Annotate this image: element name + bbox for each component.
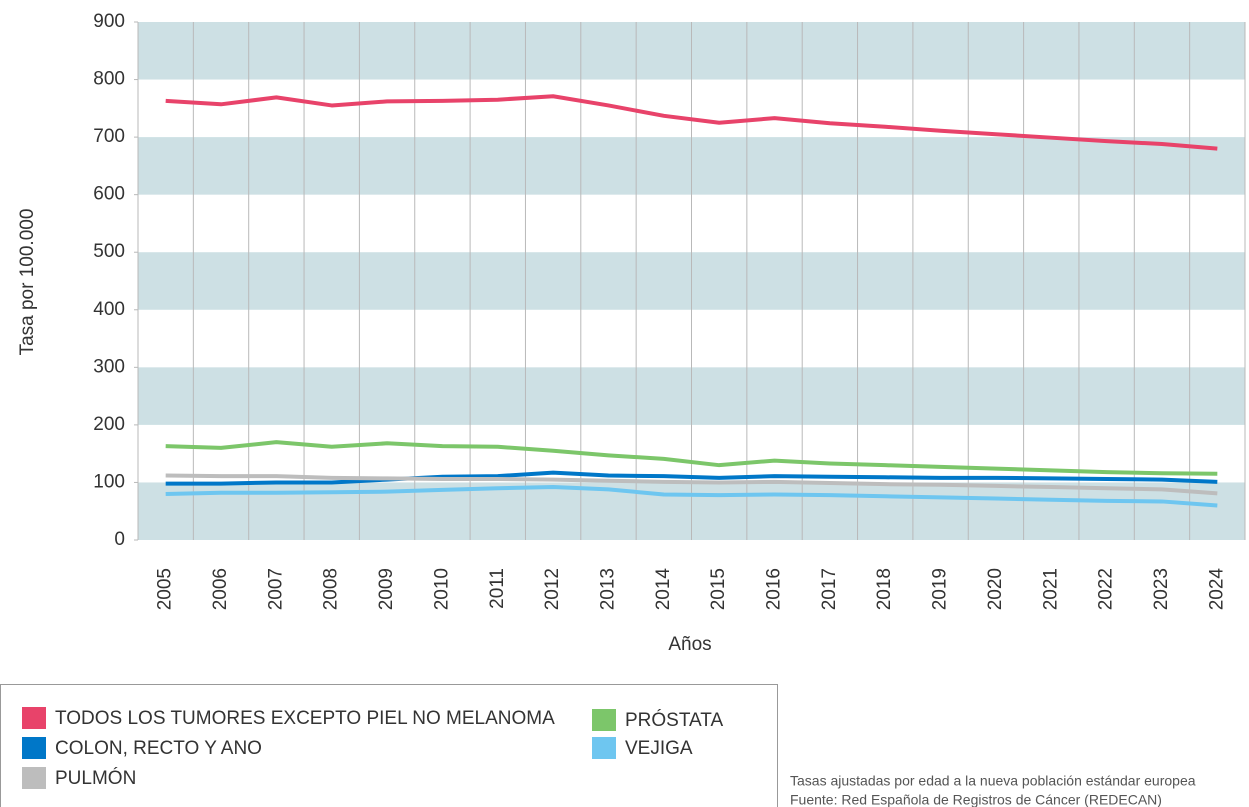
x-tick-label: 2015 — [708, 568, 729, 610]
x-tick-label: 2021 — [1040, 568, 1061, 610]
x-tick-label: 2023 — [1151, 568, 1172, 610]
legend-swatch — [22, 737, 46, 759]
legend-label: COLON, RECTO Y ANO — [55, 738, 262, 759]
note: Fuente: Red Española de Registros de Cán… — [790, 792, 1162, 807]
legend-swatch — [592, 737, 616, 759]
x-tick-label: 2016 — [764, 568, 785, 610]
series-line — [165, 470, 1218, 486]
y-tick-label: 0 — [114, 529, 125, 550]
x-tick-label: 2020 — [985, 568, 1006, 610]
x-tick-label: 2005 — [155, 568, 176, 610]
y-tick-label: 500 — [93, 241, 125, 262]
x-tick-label: 2011 — [487, 568, 508, 609]
x-axis-title: Años — [668, 634, 711, 655]
x-tick-label: 2017 — [819, 568, 840, 610]
y-tick-label: 800 — [93, 69, 125, 90]
x-tick-label: 2008 — [321, 568, 342, 610]
x-tick-label: 2024 — [1206, 568, 1227, 611]
x-tick-label: 2018 — [874, 568, 895, 610]
series-line — [165, 440, 1218, 476]
y-tick-label: 200 — [93, 414, 125, 435]
x-tick-label: 2012 — [542, 568, 563, 610]
legend-label: PRÓSTATA — [625, 709, 724, 731]
series-line — [165, 485, 1218, 508]
y-tick-label: 900 — [93, 11, 125, 32]
legend-swatch — [592, 709, 616, 731]
x-tick-label: 2013 — [597, 568, 618, 610]
y-tick-label: 100 — [93, 471, 125, 492]
legend-label: TODOS LOS TUMORES EXCEPTO PIEL NO MELANO… — [55, 708, 555, 729]
legend-box — [0, 684, 778, 807]
legend-swatch — [22, 707, 46, 729]
note: Tasas ajustadas por edad a la nueva pobl… — [790, 773, 1196, 789]
x-tick-label: 2022 — [1096, 568, 1117, 610]
x-tick-label: 2009 — [376, 568, 397, 610]
y-tick-label: 300 — [93, 356, 125, 377]
x-tick-label: 2007 — [265, 568, 286, 610]
legend-swatch — [22, 767, 46, 789]
y-axis-title: Tasa por 100.000 — [17, 209, 38, 356]
series-line — [165, 473, 1218, 496]
x-tick-label: 2010 — [431, 568, 452, 610]
x-tick-label: 2006 — [210, 568, 231, 610]
y-tick-label: 600 — [93, 184, 125, 205]
legend-label: PULMÓN — [55, 767, 136, 789]
y-tick-label: 400 — [93, 299, 125, 320]
x-tick-label: 2014 — [653, 568, 674, 611]
x-tick-label: 2019 — [930, 568, 951, 610]
series-line — [165, 94, 1218, 151]
y-tick-label: 700 — [93, 126, 125, 147]
legend-label: VEJIGA — [625, 738, 693, 759]
